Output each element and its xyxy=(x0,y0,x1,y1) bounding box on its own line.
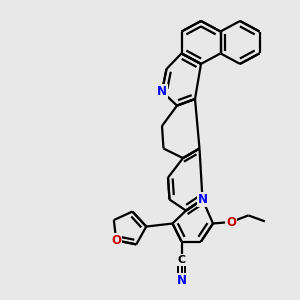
Text: N: N xyxy=(176,274,187,287)
Text: O: O xyxy=(111,234,121,247)
Text: N: N xyxy=(197,193,208,206)
Text: O: O xyxy=(226,215,236,229)
Text: C: C xyxy=(177,255,186,265)
Text: N: N xyxy=(157,85,167,98)
